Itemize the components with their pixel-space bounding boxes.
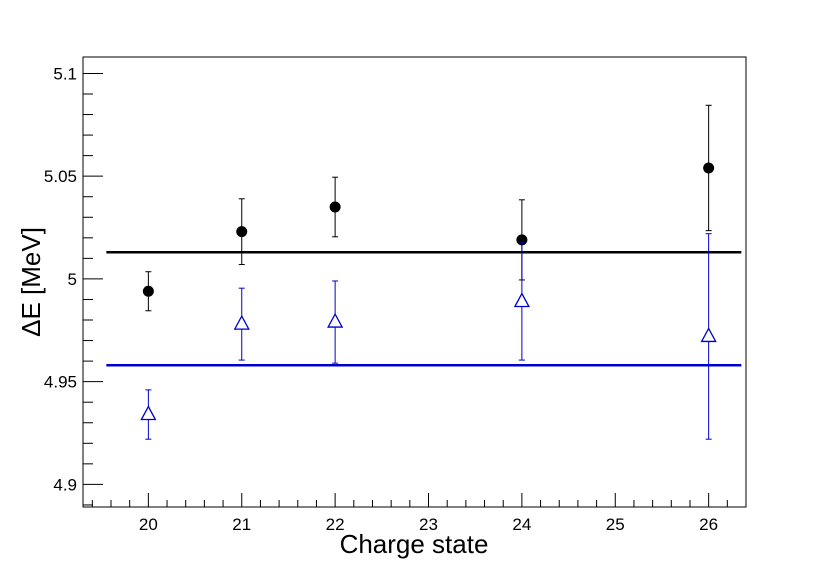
y-tick-label: 5.1 (53, 64, 77, 83)
data-point (140, 405, 157, 421)
x-axis-title: Charge state (340, 529, 489, 559)
x-tick-label: 23 (419, 515, 438, 534)
y-tick-label: 5.05 (44, 167, 77, 186)
x-tick-label: 22 (326, 515, 345, 534)
data-point (513, 292, 530, 308)
x-tick-label: 21 (232, 515, 251, 534)
y-axis-ticks: 4.9 4.95 5 5.05 5.1 (44, 64, 103, 506)
y-tick-label: 4.95 (44, 373, 77, 392)
mean-lines (106, 250, 742, 367)
x-tick-label: 24 (512, 515, 531, 534)
data-point (236, 226, 248, 238)
y-axis-title: ΔE [MeV] (16, 227, 46, 337)
data-point (700, 327, 717, 343)
data-point (703, 162, 715, 174)
x-tick-label: 20 (139, 515, 158, 534)
data-point (233, 314, 250, 330)
y-tick-label: 4.9 (53, 475, 77, 494)
x-tick-label: 25 (606, 515, 625, 534)
data-point (329, 201, 341, 213)
x-axis-ticks: 20 21 22 23 24 25 26 (91, 493, 747, 534)
data-point (327, 312, 344, 328)
plot-frame (82, 56, 747, 508)
y-tick-label: 5 (68, 270, 77, 289)
data-points (140, 104, 717, 440)
data-point (142, 285, 154, 297)
x-tick-label: 26 (699, 515, 718, 534)
